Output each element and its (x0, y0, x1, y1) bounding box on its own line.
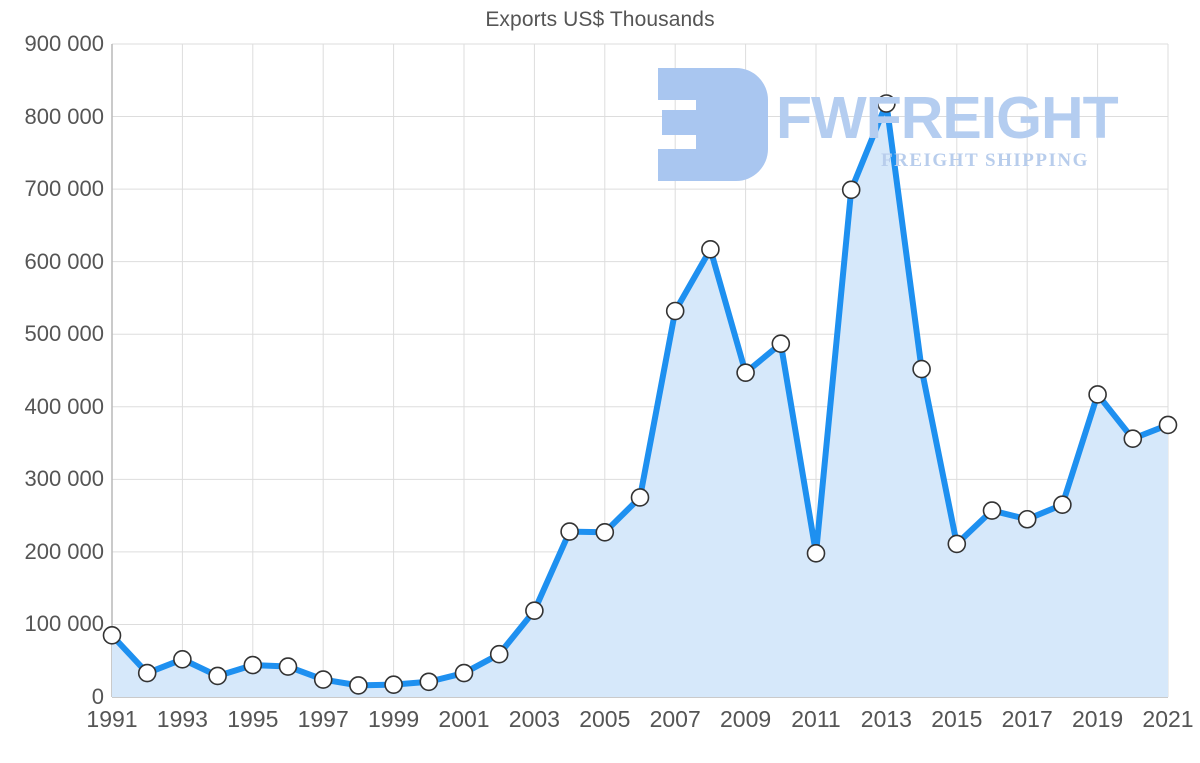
data-point-marker[interactable] (349, 676, 368, 695)
x-axis-tick-label: 2011 (791, 706, 841, 732)
y-axis-tick-labels: 0 100 000 200 000 300 000 400 000 500 000 600 … (0, 0, 104, 763)
y-axis-tick-label: 0 (91, 684, 104, 709)
y-axis-tick-label: 400 000 (24, 393, 104, 419)
data-point-marker[interactable] (841, 180, 861, 200)
data-point-marker[interactable] (489, 644, 509, 664)
data-point-marker[interactable] (771, 334, 791, 353)
x-axis-tick-label: 2001 (438, 706, 490, 732)
data-point-marker[interactable] (560, 522, 579, 541)
data-point-marker[interactable] (1088, 385, 1107, 404)
y-axis-tick-label: 500 000 (24, 321, 104, 347)
x-axis-tick-label: 2003 (508, 706, 560, 732)
data-point-marker[interactable] (419, 672, 439, 692)
x-axis-tick-label: 2019 (1072, 706, 1124, 732)
data-point-marker[interactable] (313, 670, 333, 689)
x-axis-tick-label: 2013 (860, 706, 912, 732)
data-point-marker[interactable] (982, 501, 1002, 520)
data-point-marker[interactable] (806, 544, 826, 563)
x-axis-tick-label: 2015 (931, 706, 983, 732)
x-axis-tick-label: 2017 (1001, 706, 1053, 732)
data-point-marker[interactable] (595, 522, 615, 542)
y-axis-tick-label: 800 000 (24, 103, 104, 129)
x-axis-tick-label: 1993 (156, 706, 208, 732)
y-axis-tick-label: 900 000 (24, 31, 104, 56)
data-point-marker[interactable] (912, 359, 931, 379)
x-axis-tick-label: 2007 (649, 706, 701, 732)
x-axis-tick-label: 2009 (720, 706, 772, 732)
y-axis-tick-label: 200 000 (24, 538, 104, 564)
chart-title: Exports US$ Thousands (485, 8, 715, 31)
x-axis-tick-label: 1997 (297, 706, 349, 732)
x-axis-tick-label: 2005 (579, 706, 631, 732)
data-point-marker[interactable] (137, 663, 157, 683)
y-axis-tick-label: 700 000 (24, 176, 104, 202)
data-point-marker[interactable] (877, 94, 896, 113)
data-point-marker[interactable] (208, 666, 227, 686)
data-point-marker[interactable] (243, 655, 263, 675)
data-point-marker[interactable] (1123, 429, 1143, 449)
data-point-marker[interactable] (1017, 509, 1037, 529)
data-point-marker[interactable] (173, 649, 192, 669)
data-point-marker[interactable] (736, 363, 755, 382)
data-point-marker[interactable] (701, 240, 720, 259)
y-axis-tick-label: 600 000 (24, 248, 104, 274)
x-axis-tick-label: 1999 (368, 706, 420, 732)
data-point-marker[interactable] (1053, 495, 1072, 515)
data-point-marker[interactable] (665, 301, 685, 321)
data-point-marker[interactable] (525, 601, 544, 620)
data-point-marker[interactable] (947, 534, 967, 554)
x-axis-tick-label: 1995 (227, 706, 279, 732)
data-point-marker[interactable] (1158, 415, 1178, 435)
data-point-marker[interactable] (454, 663, 474, 683)
data-point-marker[interactable] (630, 488, 650, 507)
data-point-marker[interactable] (102, 626, 122, 645)
x-axis-tick-label: 1991 (86, 706, 138, 732)
y-axis-tick-label: 100 000 (24, 611, 104, 637)
y-axis-tick-label: 300 000 (24, 466, 104, 492)
data-point-marker[interactable] (384, 675, 403, 694)
x-axis-tick-label: 2021 (1142, 706, 1194, 732)
data-point-marker[interactable] (278, 657, 298, 676)
